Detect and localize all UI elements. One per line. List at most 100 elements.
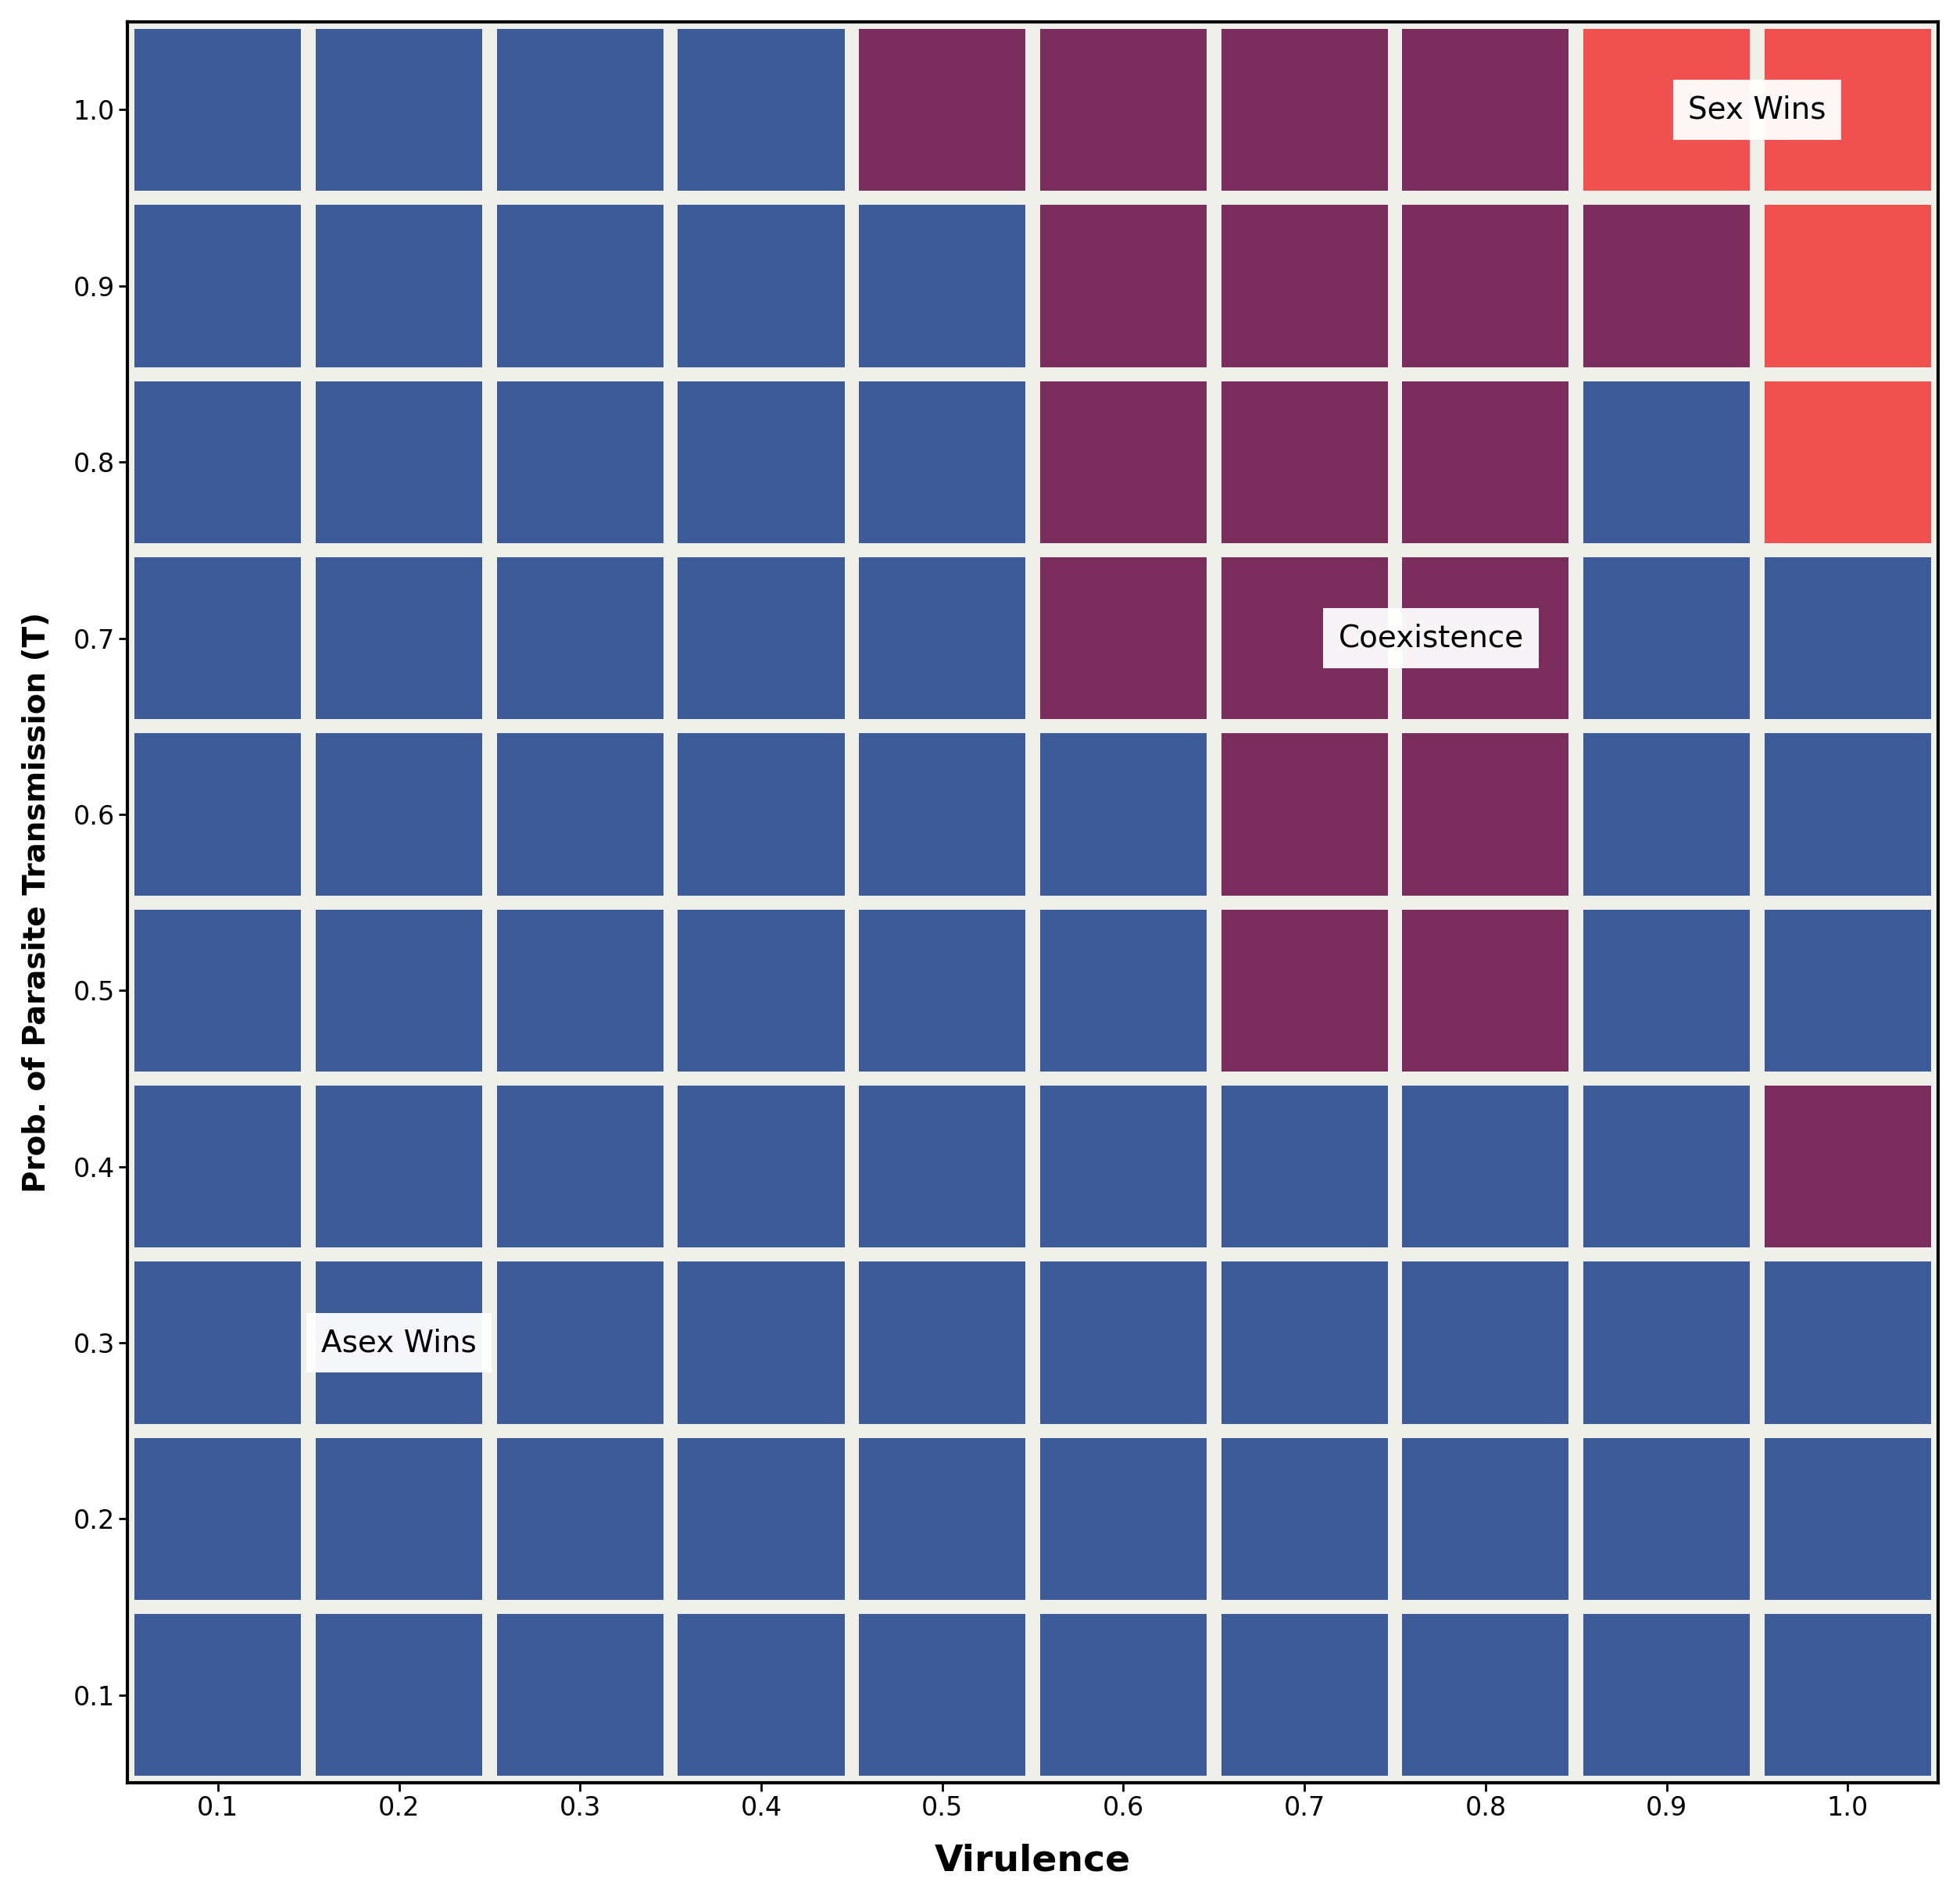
Bar (316, 1262, 482, 1423)
Bar (135, 1613, 302, 1777)
Bar (1221, 28, 1388, 190)
Bar (316, 557, 482, 720)
Bar (316, 910, 482, 1072)
Bar (1584, 1438, 1750, 1600)
Bar (858, 910, 1025, 1072)
Bar (1401, 1085, 1568, 1248)
Bar (1041, 1262, 1207, 1423)
Bar (1584, 1262, 1750, 1423)
Bar (1401, 382, 1568, 543)
Bar (1401, 733, 1568, 895)
Bar (858, 1438, 1025, 1600)
Text: Asex Wins: Asex Wins (321, 1328, 476, 1358)
Bar (858, 205, 1025, 367)
Text: Sex Wins: Sex Wins (1688, 95, 1827, 125)
Bar (1401, 557, 1568, 720)
Bar (1764, 382, 1931, 543)
Bar (1584, 28, 1750, 190)
Bar (858, 1262, 1025, 1423)
Y-axis label: Prob. of Parasite Transmission (T): Prob. of Parasite Transmission (T) (22, 612, 51, 1193)
Bar (496, 910, 662, 1072)
Bar (678, 1613, 845, 1777)
Bar (1584, 382, 1750, 543)
Bar (1764, 1085, 1931, 1248)
Bar (1041, 1613, 1207, 1777)
Bar (135, 910, 302, 1072)
Bar (1221, 1613, 1388, 1777)
Bar (1041, 1438, 1207, 1600)
Bar (1401, 910, 1568, 1072)
Bar (858, 1613, 1025, 1777)
Bar (1584, 205, 1750, 367)
Bar (678, 382, 845, 543)
Bar (1041, 1085, 1207, 1248)
Bar (316, 28, 482, 190)
Bar (678, 557, 845, 720)
Bar (1401, 28, 1568, 190)
Bar (316, 382, 482, 543)
Bar (678, 205, 845, 367)
Bar (496, 1262, 662, 1423)
Bar (1764, 28, 1931, 190)
Bar (1041, 205, 1207, 367)
Bar (1764, 1613, 1931, 1777)
Bar (496, 1613, 662, 1777)
Bar (1764, 205, 1931, 367)
Bar (858, 382, 1025, 543)
Bar (316, 1085, 482, 1248)
Bar (1221, 205, 1388, 367)
Bar (678, 28, 845, 190)
Bar (1584, 1085, 1750, 1248)
Bar (135, 1085, 302, 1248)
Bar (678, 733, 845, 895)
Bar (135, 557, 302, 720)
Bar (135, 733, 302, 895)
Bar (316, 1613, 482, 1777)
Bar (496, 28, 662, 190)
Bar (678, 1438, 845, 1600)
Bar (858, 733, 1025, 895)
Bar (316, 733, 482, 895)
Bar (316, 205, 482, 367)
Bar (1221, 910, 1388, 1072)
Bar (678, 910, 845, 1072)
Bar (1401, 1262, 1568, 1423)
Bar (1221, 733, 1388, 895)
Bar (678, 1262, 845, 1423)
Bar (1221, 557, 1388, 720)
Bar (1041, 733, 1207, 895)
Bar (1221, 1085, 1388, 1248)
Bar (1764, 733, 1931, 895)
Bar (1401, 1438, 1568, 1600)
Bar (135, 28, 302, 190)
Bar (858, 1085, 1025, 1248)
Bar (1584, 733, 1750, 895)
Bar (1041, 557, 1207, 720)
Bar (1764, 1262, 1931, 1423)
Bar (496, 733, 662, 895)
Bar (1764, 1438, 1931, 1600)
Bar (1401, 205, 1568, 367)
Bar (1221, 382, 1388, 543)
Bar (135, 1438, 302, 1600)
Bar (135, 1262, 302, 1423)
Bar (135, 382, 302, 543)
Bar (1401, 1613, 1568, 1777)
Bar (496, 205, 662, 367)
Text: Coexistence: Coexistence (1339, 623, 1525, 654)
Bar (1584, 1613, 1750, 1777)
Bar (1041, 382, 1207, 543)
Bar (1584, 910, 1750, 1072)
Bar (316, 1438, 482, 1600)
Bar (858, 557, 1025, 720)
Bar (496, 557, 662, 720)
Bar (1584, 557, 1750, 720)
Bar (1221, 1262, 1388, 1423)
Bar (496, 1438, 662, 1600)
Bar (1221, 1438, 1388, 1600)
Bar (496, 1085, 662, 1248)
X-axis label: Virulence: Virulence (935, 1843, 1131, 1879)
Bar (678, 1085, 845, 1248)
Bar (496, 382, 662, 543)
Bar (858, 28, 1025, 190)
